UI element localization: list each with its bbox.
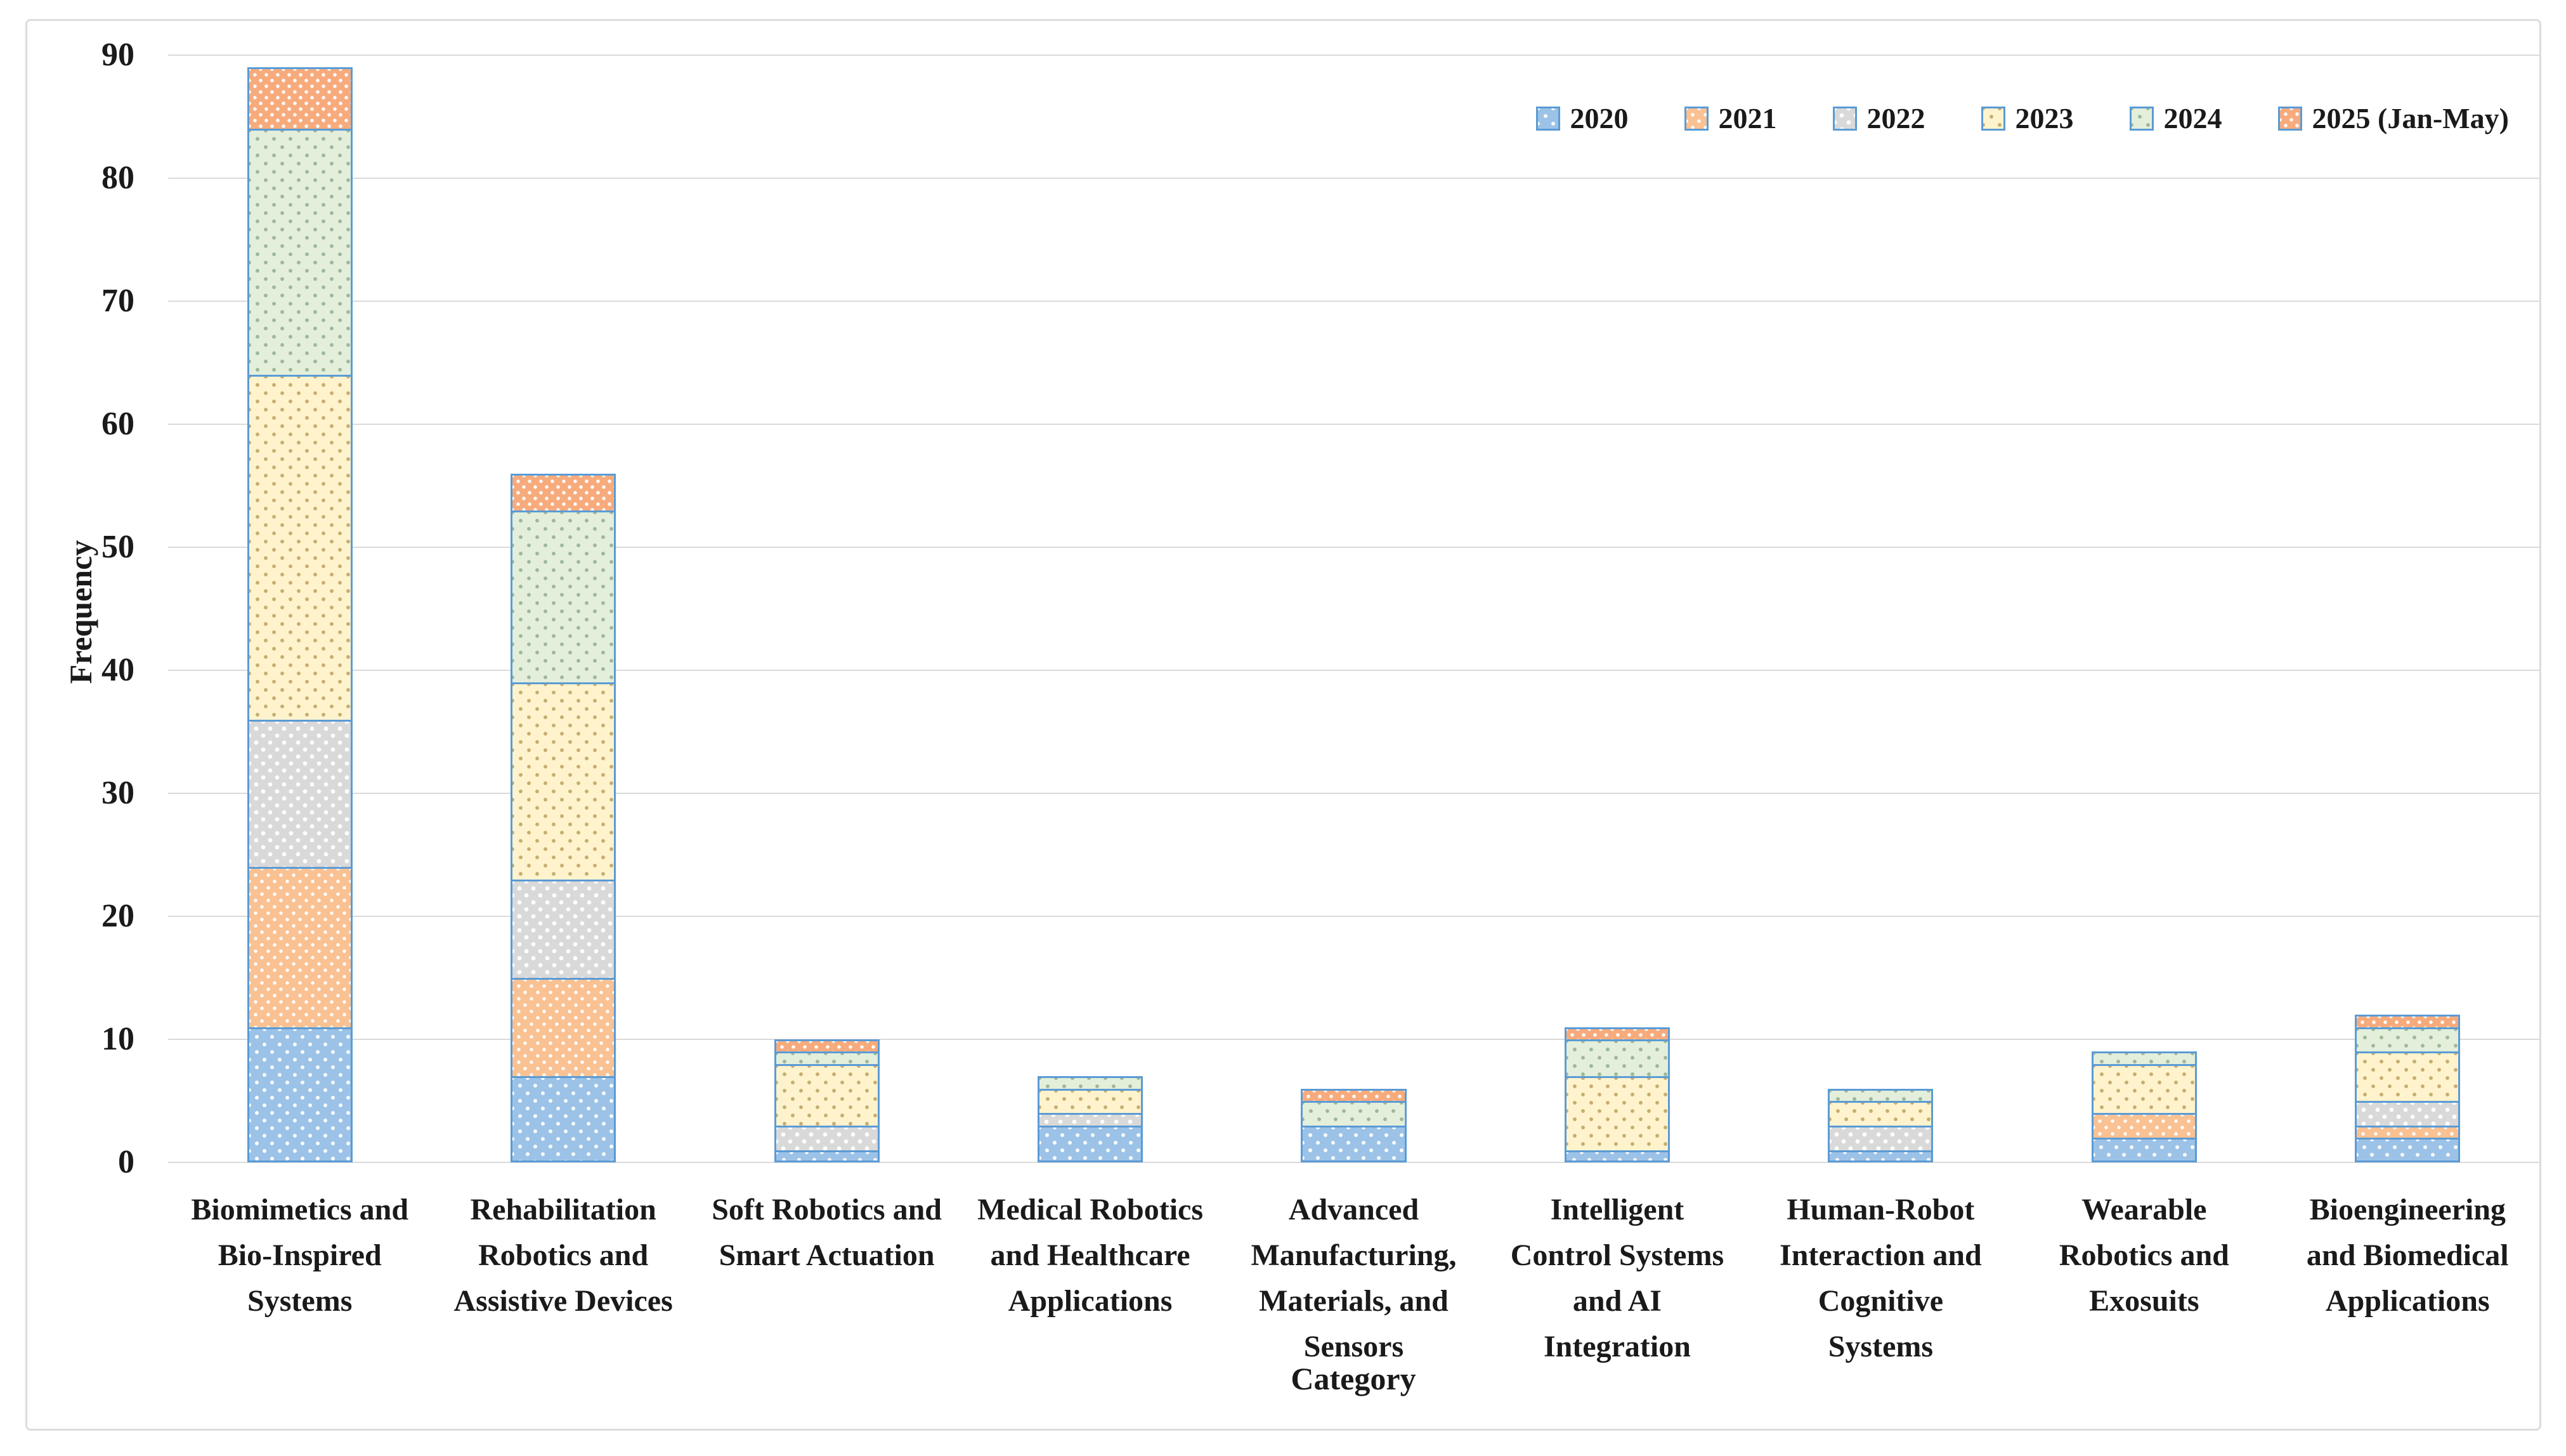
category-label: Bioengineering and Biomedical Applications: [2306, 1193, 2509, 1318]
category-label: Rehabilitation Robotics and Assistive Devi…: [453, 1193, 673, 1318]
legend-label: 2025 (Jan-May): [2312, 102, 2509, 134]
y-tick-label: 70: [101, 283, 134, 319]
bar-segment-2024: [774, 1051, 880, 1066]
gridline: [168, 1039, 2539, 1040]
y-tick-label: 40: [101, 652, 134, 688]
bar-segment-2022: [774, 1125, 880, 1152]
bar-segment-2021: [2091, 1113, 2197, 1140]
gridline: [168, 670, 2539, 671]
legend-swatch: [1832, 106, 1857, 131]
bar-segment-2025-jan-may-: [774, 1039, 880, 1054]
bar-segment-2024: [1301, 1101, 1407, 1128]
bar-segment-2024: [247, 129, 353, 377]
gridline: [168, 301, 2539, 302]
bar-segment-2022: [1037, 1113, 1143, 1128]
bar-segment-2020: [774, 1150, 880, 1162]
bar-segment-2023: [247, 375, 353, 722]
gridline: [168, 916, 2539, 917]
bar-segment-2024: [1828, 1088, 1934, 1103]
bar-segment-2025-jan-may-: [2355, 1015, 2461, 1029]
y-tick-label: 60: [101, 406, 134, 442]
bar-segment-2022: [511, 879, 616, 980]
legend-swatch: [1981, 106, 2005, 131]
bar-segment-2023: [2355, 1051, 2461, 1103]
legend-label: 2023: [2015, 102, 2074, 134]
bar-segment-2022: [2355, 1101, 2461, 1128]
bar-segment-2020: [247, 1027, 353, 1162]
bar-segment-2024: [2355, 1027, 2461, 1054]
bar-segment-2020: [1301, 1125, 1407, 1162]
bar-segment-2022: [247, 719, 353, 869]
bar-segment-2024: [1564, 1039, 1671, 1079]
bar-segment-2020: [1037, 1125, 1143, 1162]
bar-segment-2020: [511, 1076, 616, 1162]
legend-swatch: [2277, 106, 2302, 131]
bar-segment-2023: [511, 682, 616, 881]
y-tick-label: 30: [101, 775, 134, 811]
category-label: Biomimetics and Bio-Inspired Systems: [191, 1193, 409, 1318]
y-tick-label: 50: [101, 529, 134, 565]
gridline: [168, 793, 2539, 794]
legend-swatch: [1684, 106, 1709, 131]
bar-segment-2025-jan-may-: [511, 473, 616, 512]
legend-swatch: [1535, 106, 1560, 131]
y-tick-label: 0: [118, 1144, 134, 1180]
bar-segment-2021: [2355, 1125, 2461, 1140]
bar-segment-2025-jan-may-: [1564, 1027, 1671, 1041]
bar-segment-2024: [511, 510, 616, 685]
bar-segment-2020: [2355, 1138, 2461, 1162]
bar-segment-2020: [2091, 1138, 2197, 1162]
gridline: [168, 55, 2539, 56]
bar-segment-2021: [247, 867, 353, 1029]
bar-segment-2022: [1828, 1125, 1934, 1152]
bar-segment-2024: [2091, 1051, 2197, 1066]
category-label: Soft Robotics and Smart Actuation: [712, 1193, 942, 1272]
category-label: Intelligent Control Systems and AI Integrat…: [1510, 1193, 1724, 1363]
bar-segment-2021: [511, 978, 616, 1079]
bar-segment-2025-jan-may-: [247, 67, 353, 131]
y-tick-label: 80: [101, 160, 134, 196]
y-tick-label: 20: [101, 898, 134, 934]
legend-item: 2022: [1832, 101, 1925, 135]
legend-label: 2020: [1570, 102, 1629, 134]
category-label: Wearable Robotics and Exosuits: [2059, 1193, 2229, 1318]
legend-item: 2020: [1535, 101, 1629, 135]
y-tick-label: 90: [101, 37, 134, 73]
category-label: Medical Robotics and Healthcare Applicatio…: [977, 1193, 1204, 1318]
legend-item: 2023: [1981, 101, 2074, 135]
bar-segment-2025-jan-may-: [1301, 1088, 1407, 1103]
legend-label: 2021: [1718, 102, 1777, 134]
gridline: [168, 178, 2539, 179]
y-axis-title: Frequency: [63, 540, 98, 684]
bar-segment-2023: [1564, 1076, 1671, 1152]
category-label: Advanced Manufacturing, Materials, and Sens…: [1251, 1193, 1457, 1363]
legend-label: 2022: [1866, 102, 1925, 134]
legend-item: 2024: [2129, 101, 2222, 135]
x-axis-title: Category: [1291, 1361, 1416, 1396]
legend-item: 2025 (Jan-May): [2277, 101, 2509, 135]
bar-segment-2024: [1037, 1076, 1143, 1091]
gridline: [168, 547, 2539, 548]
legend-swatch: [2129, 106, 2154, 131]
category-label: Human-Robot Interaction and Cognitive Syste…: [1780, 1193, 1982, 1363]
bar-segment-2023: [1037, 1088, 1143, 1115]
legend-item: 2021: [1684, 101, 1777, 135]
bar-segment-2023: [1828, 1101, 1934, 1128]
y-tick-label: 10: [101, 1021, 134, 1057]
bar-segment-2023: [2091, 1063, 2197, 1115]
bar-segment-2023: [774, 1063, 880, 1128]
figure-border: [25, 19, 2541, 1431]
gridline: [168, 424, 2539, 425]
gridline: [168, 1162, 2539, 1163]
legend: 2020 2021 2022 2023 2024 2025 (Jan-May): [1535, 101, 2509, 135]
legend-label: 2024: [2163, 102, 2222, 134]
